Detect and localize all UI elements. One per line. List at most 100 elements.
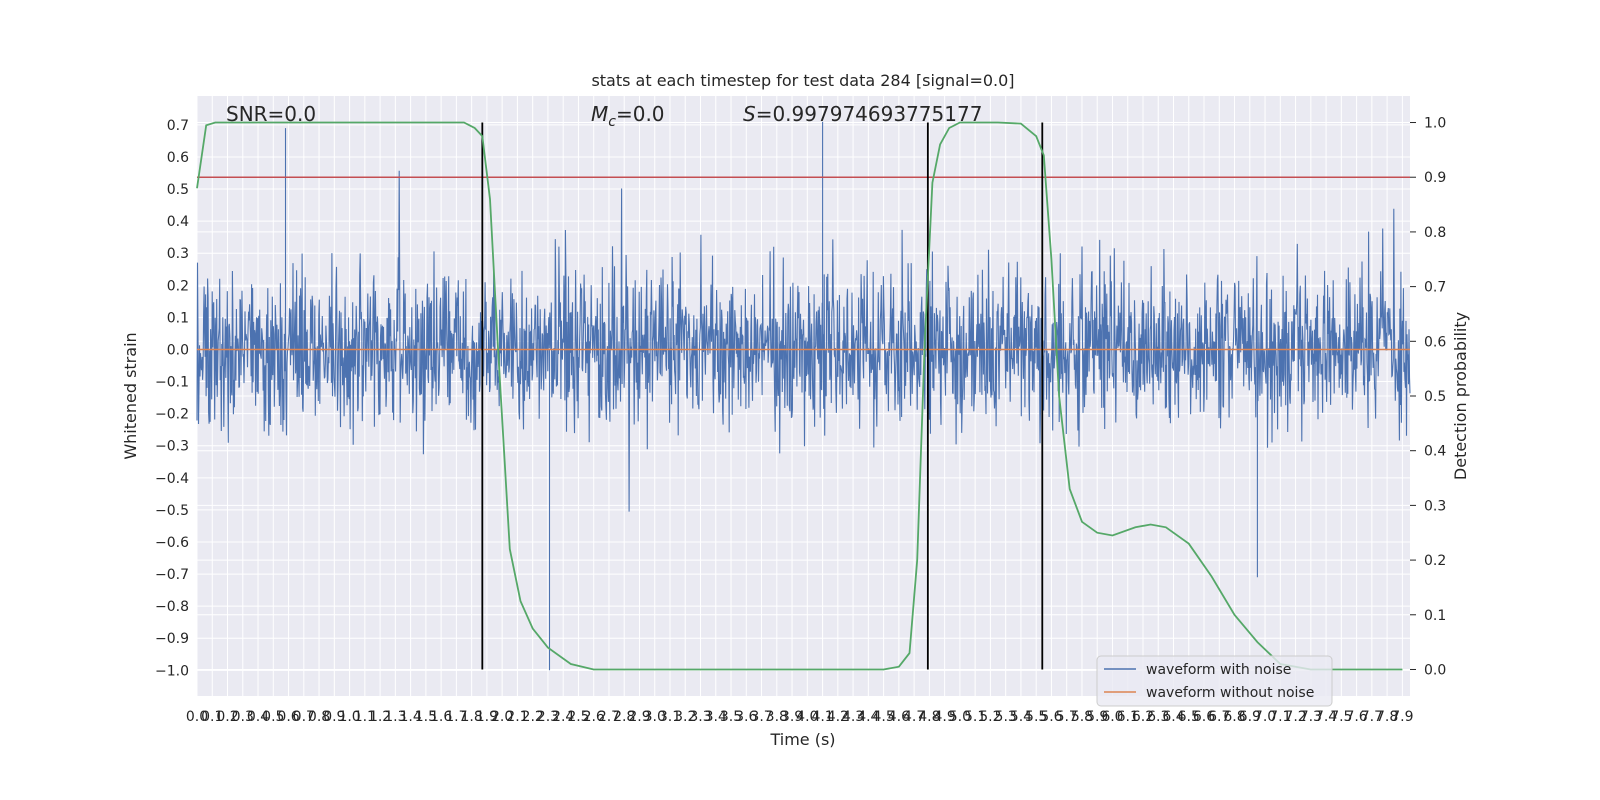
mc-symbol: M	[591, 102, 608, 126]
x-tick-label: 0.2	[216, 709, 238, 725]
x-tick-label: 5.2	[979, 709, 1001, 725]
x-tick-label: 5.3	[995, 709, 1017, 725]
y-tick-label: −0.8	[155, 599, 189, 615]
legend-label-clean: waveform without noise	[1146, 685, 1314, 701]
x-tick-label: 5.6	[1040, 709, 1062, 725]
x-tick-label: 7.1	[1269, 709, 1291, 725]
x-tick-label: 6.7	[1208, 709, 1230, 725]
x-tick-label: 5.8	[1071, 709, 1093, 725]
x-tick-label: 2.3	[537, 709, 559, 725]
x-tick-label: 3.6	[735, 709, 757, 725]
y-tick-label: −0.7	[155, 567, 189, 583]
x-tick-label: 5.4	[1010, 709, 1032, 725]
x-tick-label: 4.9	[934, 709, 956, 725]
x-tick-label: 1.9	[476, 709, 498, 725]
x-tick-label: 1.3	[384, 709, 406, 725]
x-tick-label: 6.2	[1132, 709, 1154, 725]
ticks: 0.00.10.20.30.40.50.60.70.80.91.01.11.21…	[155, 116, 1446, 725]
x-tick-label: 3.3	[689, 709, 711, 725]
x-tick-label: 5.1	[964, 709, 986, 725]
x-axis-label: Time (s)	[769, 730, 835, 749]
legend-label-noise: waveform with noise	[1146, 662, 1291, 678]
y-tick-label: −0.2	[155, 407, 189, 423]
y-tick-label: 0.5	[167, 182, 189, 198]
x-tick-label: 2.9	[628, 709, 650, 725]
x-tick-label: 1.5	[415, 709, 437, 725]
mc-annotation: Mc=0.0	[591, 102, 665, 130]
x-tick-label: 7.5	[1330, 709, 1352, 725]
x-tick-label: 3.2	[674, 709, 696, 725]
legend: waveform with noise waveform without noi…	[1096, 655, 1333, 707]
x-tick-label: 4.3	[842, 709, 864, 725]
x-tick-label: 7.7	[1361, 709, 1383, 725]
x-tick-label: 0.0	[186, 709, 208, 725]
x-tick-label: 1.8	[461, 709, 483, 725]
y2-tick-label: 0.0	[1424, 662, 1446, 678]
x-tick-label: 0.4	[247, 709, 269, 725]
s-value: =0.997974693775177	[756, 102, 983, 126]
x-tick-label: 6.5	[1178, 709, 1200, 725]
x-tick-label: 4.6	[888, 709, 910, 725]
x-tick-label: 7.8	[1376, 709, 1398, 725]
x-tick-label: 7.4	[1315, 709, 1337, 725]
x-tick-label: 5.5	[1025, 709, 1047, 725]
detection-probability-line	[196, 121, 1403, 671]
y-tick-label: 0.6	[167, 150, 189, 166]
y-tick-label: 0.1	[167, 310, 189, 326]
y2-tick-label: 0.5	[1424, 389, 1446, 405]
y-tick-label: −0.3	[155, 439, 189, 455]
x-tick-label: 0.9	[323, 709, 345, 725]
x-tick-label: 0.5	[262, 709, 284, 725]
x-tick-label: 3.0	[644, 709, 666, 725]
x-tick-label: 6.6	[1193, 709, 1215, 725]
y-tick-label: 0.3	[167, 246, 189, 262]
x-tick-label: 4.4	[857, 709, 879, 725]
y2-tick-label: 1.0	[1424, 116, 1446, 132]
y-tick-label: −1.0	[155, 663, 189, 679]
x-tick-label: 4.0	[796, 709, 818, 725]
x-tick-label: 4.8	[918, 709, 940, 725]
x-tick-label: 0.3	[232, 709, 254, 725]
x-tick-label: 2.1	[506, 709, 528, 725]
x-tick-label: 3.1	[659, 709, 681, 725]
x-tick-label: 4.5	[872, 709, 894, 725]
x-tick-label: 2.7	[598, 709, 620, 725]
noise-series	[196, 121, 1411, 671]
snr-annotation: SNR=0.0	[226, 102, 316, 126]
x-tick-label: 7.9	[1391, 709, 1413, 725]
x-tick-label: 6.0	[1101, 709, 1123, 725]
mc-subscript: c	[608, 114, 616, 130]
x-tick-label: 7.6	[1345, 709, 1367, 725]
y2-tick-label: 0.4	[1424, 444, 1446, 460]
y-tick-label: 0.4	[167, 214, 189, 230]
s-symbol: S	[743, 102, 756, 126]
x-tick-label: 1.7	[445, 709, 467, 725]
x-tick-label: 5.0	[949, 709, 971, 725]
overlays	[196, 121, 1410, 671]
x-tick-label: 2.4	[552, 709, 574, 725]
y2-tick-label: 0.8	[1424, 225, 1446, 241]
x-tick-label: 6.3	[1147, 709, 1169, 725]
y2-tick-label: 0.2	[1424, 553, 1446, 569]
x-tick-label: 0.1	[201, 709, 223, 725]
x-tick-label: 1.4	[399, 709, 421, 725]
y-tick-label: −0.5	[155, 503, 189, 519]
y-tick-label: −0.9	[155, 631, 189, 647]
x-tick-label: 6.4	[1162, 709, 1184, 725]
x-tick-label: 5.9	[1086, 709, 1108, 725]
legend-box	[1096, 655, 1333, 707]
x-tick-label: 2.6	[583, 709, 605, 725]
x-tick-label: 3.8	[766, 709, 788, 725]
x-tick-label: 5.7	[1056, 709, 1078, 725]
x-tick-label: 1.6	[430, 709, 452, 725]
x-tick-label: 0.8	[308, 709, 330, 725]
mc-value: =0.0	[616, 102, 665, 126]
y-tick-label: 0.2	[167, 278, 189, 294]
x-tick-label: 3.7	[750, 709, 772, 725]
y2-tick-label: 0.3	[1424, 498, 1446, 514]
x-tick-label: 7.0	[1254, 709, 1276, 725]
x-tick-label: 3.4	[705, 709, 727, 725]
x-tick-label: 7.3	[1300, 709, 1322, 725]
x-tick-label: 0.7	[293, 709, 315, 725]
